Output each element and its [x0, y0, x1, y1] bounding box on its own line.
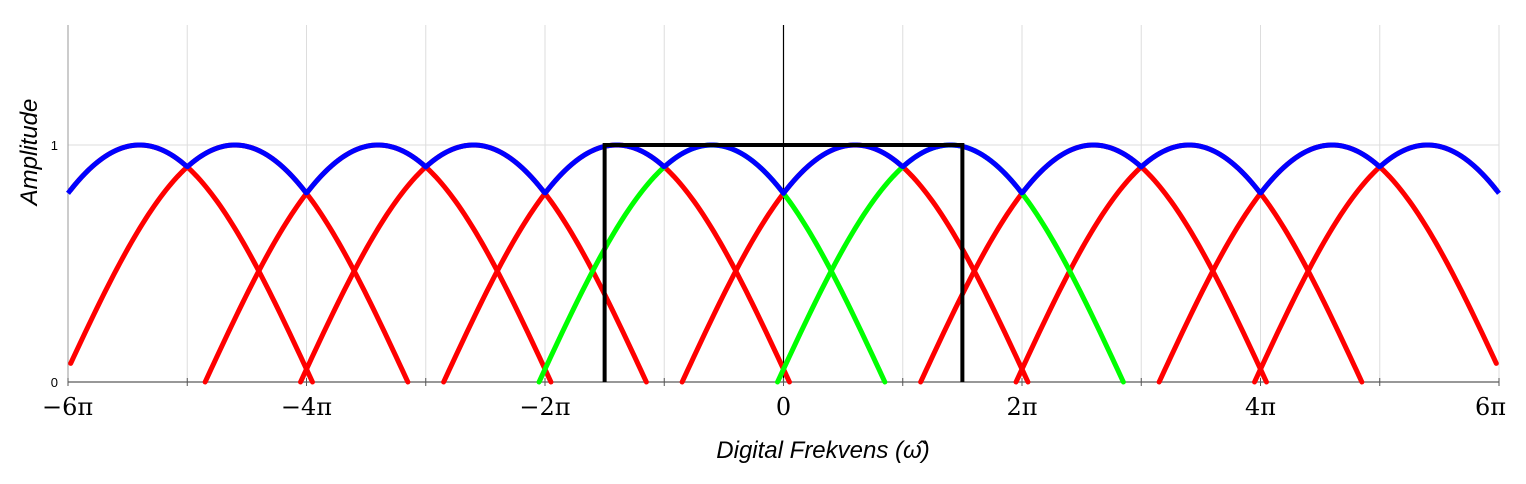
- rect-window: [602, 143, 965, 382]
- y-tick-label: 1: [51, 138, 58, 153]
- y-tick-label: 0: [51, 375, 58, 390]
- window-outline: [602, 143, 965, 382]
- x-tick-label: 6π: [1475, 393, 1506, 421]
- axes: [67, 25, 1500, 386]
- x-tick-label: −4π: [281, 393, 332, 421]
- envelope-curve: [66, 142, 1501, 196]
- x-tick-label: −6π: [42, 393, 93, 421]
- alias-curve: [1252, 142, 1500, 385]
- alias-curve: [67, 142, 315, 385]
- x-tick-label: 0: [776, 393, 791, 421]
- envelope: [66, 142, 1501, 196]
- y-axis-title: Amplitude: [16, 99, 43, 208]
- x-axis-title: Digital Frekvens (ω̂): [716, 437, 929, 464]
- x-tick-label: 2π: [1006, 393, 1037, 421]
- x-tick-labels: −6π −4π −2π 0 2π 4π 6π: [42, 393, 1506, 421]
- x-tick-label: −2π: [519, 393, 570, 421]
- y-tick-labels: 01: [51, 138, 58, 390]
- x-tick-label: 4π: [1245, 393, 1276, 421]
